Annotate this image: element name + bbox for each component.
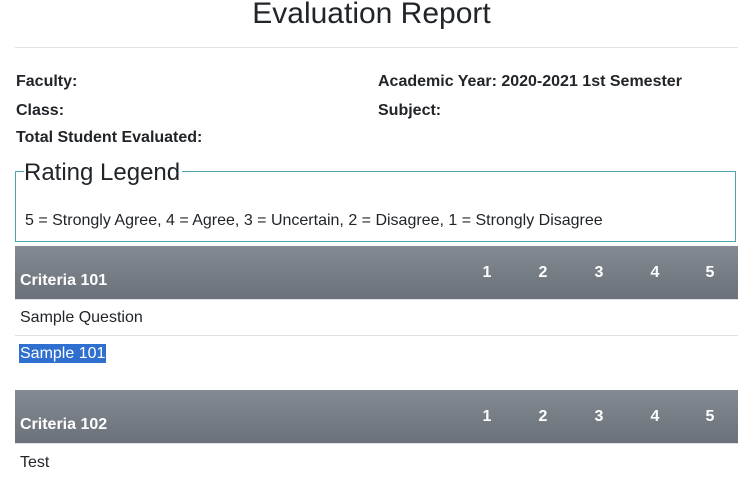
page-title: Evaluation Report xyxy=(252,0,491,30)
rating-legend-box xyxy=(15,171,736,242)
rating-3-header: 3 xyxy=(594,264,604,281)
row-divider xyxy=(15,299,738,300)
faculty-label: Faculty: xyxy=(16,73,78,90)
question-item: Test xyxy=(20,453,49,473)
rating-1-header: 1 xyxy=(482,264,492,281)
rating-1-header: 1 xyxy=(482,408,492,425)
row-divider xyxy=(15,443,738,444)
rating-2-header: 2 xyxy=(538,408,548,425)
criteria-name: Criteria 102 xyxy=(20,416,108,433)
question-item: Sample 101 xyxy=(19,344,107,364)
criteria-header: Criteria 101 1 2 3 4 5 xyxy=(15,246,738,299)
academic-year-label: Academic Year: 2020-2021 1st Semester xyxy=(378,73,682,90)
question-item: Sample Question xyxy=(20,308,143,328)
rating-3-header: 3 xyxy=(594,408,604,425)
criteria-header: Criteria 102 1 2 3 4 5 xyxy=(15,390,738,443)
rating-legend-text: 5 = Strongly Agree, 4 = Agree, 3 = Uncer… xyxy=(25,212,603,229)
rating-4-header: 4 xyxy=(650,264,660,281)
question-text: Sample Question xyxy=(20,309,143,326)
class-label: Class: xyxy=(16,102,65,119)
criteria-name: Criteria 101 xyxy=(20,272,108,289)
total-students-label: Total Student Evaluated: xyxy=(16,129,203,146)
rating-4-header: 4 xyxy=(650,408,660,425)
row-divider xyxy=(15,335,738,336)
question-text-selected: Sample 101 xyxy=(19,344,107,363)
rating-5-header: 5 xyxy=(705,408,715,425)
rating-2-header: 2 xyxy=(538,264,548,281)
question-text: Test xyxy=(20,454,50,471)
subject-label: Subject: xyxy=(378,102,442,119)
title-divider xyxy=(15,47,738,48)
rating-5-header: 5 xyxy=(705,264,715,281)
rating-legend-title: Rating Legend xyxy=(24,158,183,188)
